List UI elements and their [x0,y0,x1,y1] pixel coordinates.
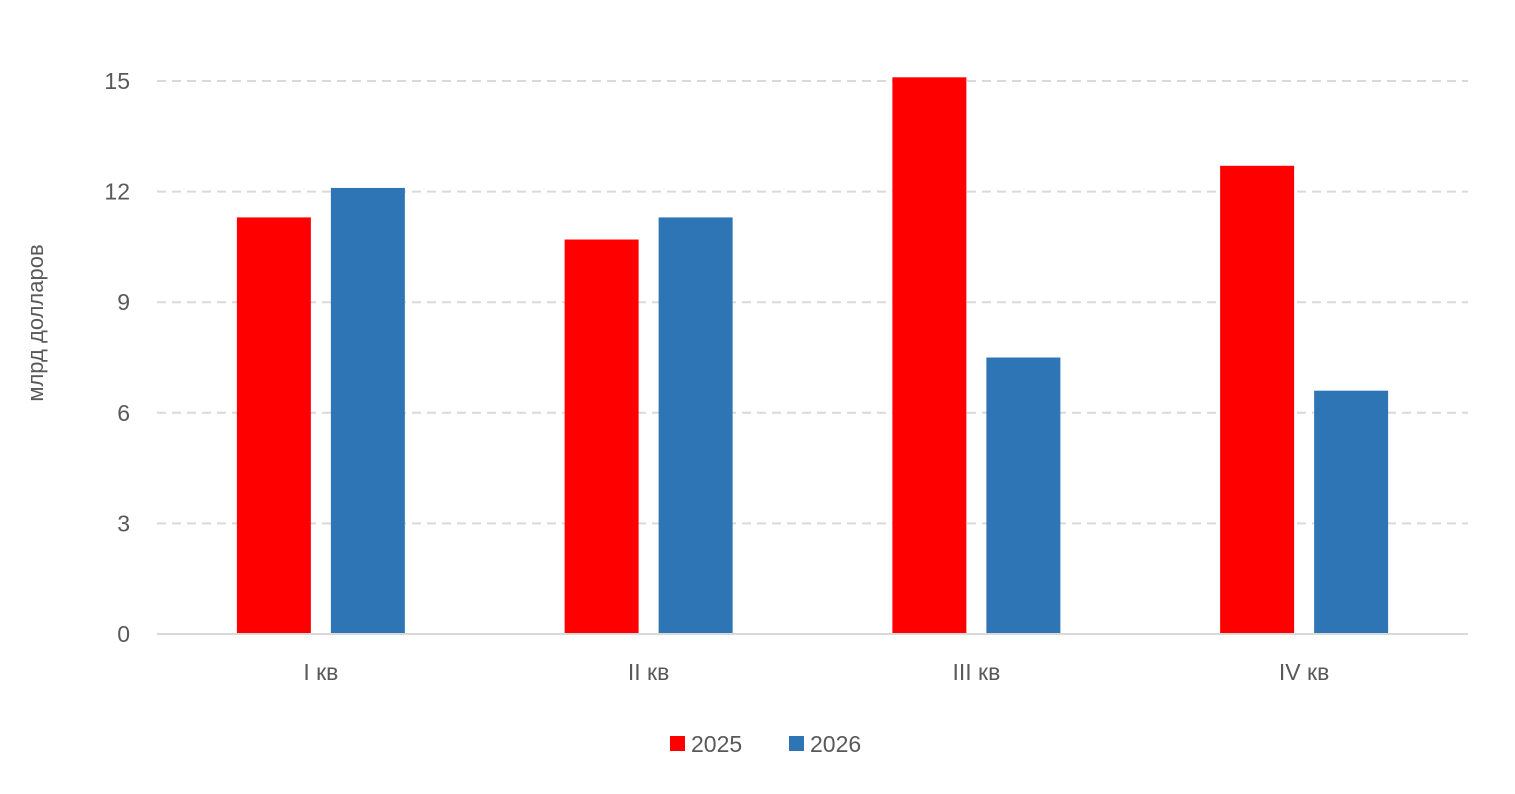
y-tick-label: 9 [117,289,130,315]
y-tick-label: 15 [104,68,130,94]
bar-2025-3 [892,77,967,634]
y-tick-label: 12 [104,179,130,205]
bar-2026-1 [330,187,405,634]
y-tick-label: 6 [117,400,130,426]
bar-2026-2 [658,217,733,634]
legend: 2025 2026 [670,731,861,757]
x-category-label: III кв [952,659,1000,685]
bar-2025-4 [1220,165,1295,634]
x-category-label: I кв [303,659,338,685]
legend-swatch-2025 [670,736,685,751]
y-axis-ticks: 0 3 6 9 12 15 [104,68,130,647]
legend-swatch-2026 [789,736,804,751]
y-tick-label: 0 [117,621,130,647]
x-category-label: IV кв [1279,659,1329,685]
legend-label-2025: 2025 [691,731,742,757]
bar-2026-3 [986,357,1061,634]
bars [236,77,1389,634]
y-axis-title: млрд долларов [23,244,48,401]
x-axis-categories: I кв II кв III кв IV кв [303,659,1329,685]
bar-2025-1 [236,217,311,634]
bar-2025-2 [564,239,639,634]
x-category-label: II кв [628,659,669,685]
bar-2026-4 [1314,390,1389,634]
y-tick-label: 3 [117,510,130,536]
legend-label-2026: 2026 [810,731,861,757]
